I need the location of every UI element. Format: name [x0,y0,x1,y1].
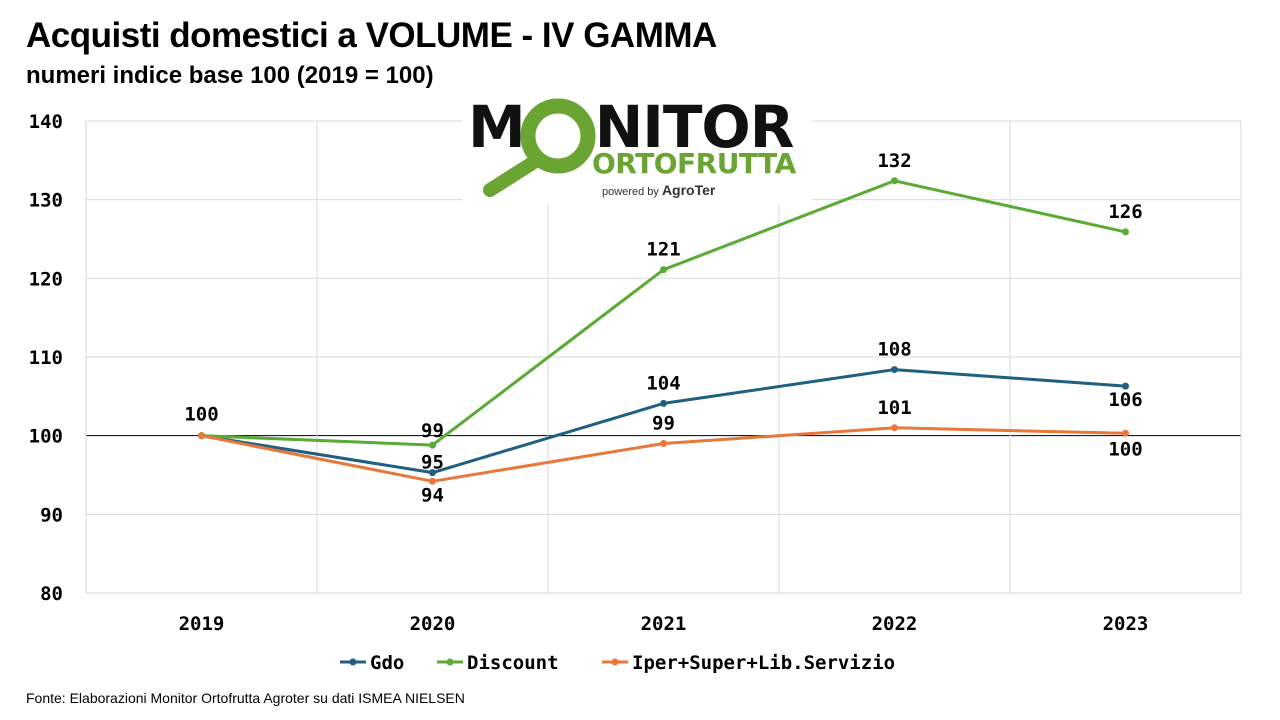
x-tick-label: 2023 [1103,613,1149,635]
data-label: 95 [421,452,444,474]
data-label: 99 [421,420,444,442]
data-label: 104 [646,372,680,394]
data-label: 94 [421,484,444,506]
data-point [1122,228,1129,236]
data-point [1122,429,1129,437]
logo-powered-by: powered by AgroTer [602,182,715,198]
y-tick-label: 130 [29,190,63,212]
chart-subtitle: numeri indice base 100 (2019 = 100) [26,62,434,89]
magnifier-icon [483,98,596,197]
x-tick-label: 2019 [179,613,225,635]
data-label: 99 [652,413,675,435]
data-labels: 95 104 108 106 99 121 132 126 100 94 99 101 100 [184,150,1142,507]
brand-name: AgroTer [661,182,716,198]
series-group [198,177,1129,485]
x-tick-label: 2020 [410,613,456,635]
data-label: 100 [184,404,218,426]
legend-item: Iper+Super+Lib.Servizio [602,652,895,674]
data-label: 121 [646,239,680,261]
data-label: 106 [1108,389,1142,411]
x-axis: 2019 2020 2021 2022 2023 [179,613,1149,635]
legend-swatch-point [349,658,357,666]
data-point [429,469,436,477]
data-point [891,177,898,185]
y-tick-label: 140 [29,111,63,133]
legend-swatch-point [446,658,454,666]
data-point [660,399,667,407]
legend-item: Discount [437,652,559,674]
x-tick-label: 2021 [641,613,687,635]
monitor-ortofrutta-logo: M NITOR ORTOFRUTTA powered by AgroTer [462,96,812,204]
data-label: 100 [1108,438,1142,460]
data-point [891,424,898,432]
logo-letters-nitor: NITOR [594,93,795,161]
data-label: 126 [1108,201,1142,223]
legend-label: Gdo [370,652,404,674]
legend-label: Discount [467,652,559,674]
data-point [1122,382,1129,390]
powered-by-text: powered by [602,186,659,198]
data-point [660,266,667,274]
data-label: 101 [877,397,911,419]
y-tick-label: 90 [40,504,63,526]
legend: Gdo Discount Iper+Super+Lib.Servizio [340,652,895,674]
legend-item: Gdo [340,652,404,674]
data-point [429,477,436,485]
legend-swatch-point [611,658,619,666]
logo-wordmark: M NITOR [468,93,795,161]
source-note: Fonte: Elaborazioni Monitor Ortofrutta A… [26,690,465,706]
data-label: 132 [877,150,911,172]
legend-label: Iper+Super+Lib.Servizio [632,652,895,674]
data-label: 108 [877,339,911,361]
data-point [429,441,436,449]
y-tick-label: 80 [40,583,63,605]
y-tick-label: 100 [29,426,63,448]
logo-subtitle: ORTOFRUTTA [592,147,796,180]
y-tick-label: 110 [29,347,63,369]
data-point [198,432,205,440]
logo-letter-m: M [468,93,526,161]
y-axis: 80 90 100 110 120 130 140 [29,111,63,605]
data-point [660,440,667,448]
data-point [891,366,898,374]
x-tick-label: 2022 [872,613,918,635]
y-tick-label: 120 [29,268,63,290]
chart-title: Acquisti domestici a VOLUME - IV GAMMA [26,16,717,55]
